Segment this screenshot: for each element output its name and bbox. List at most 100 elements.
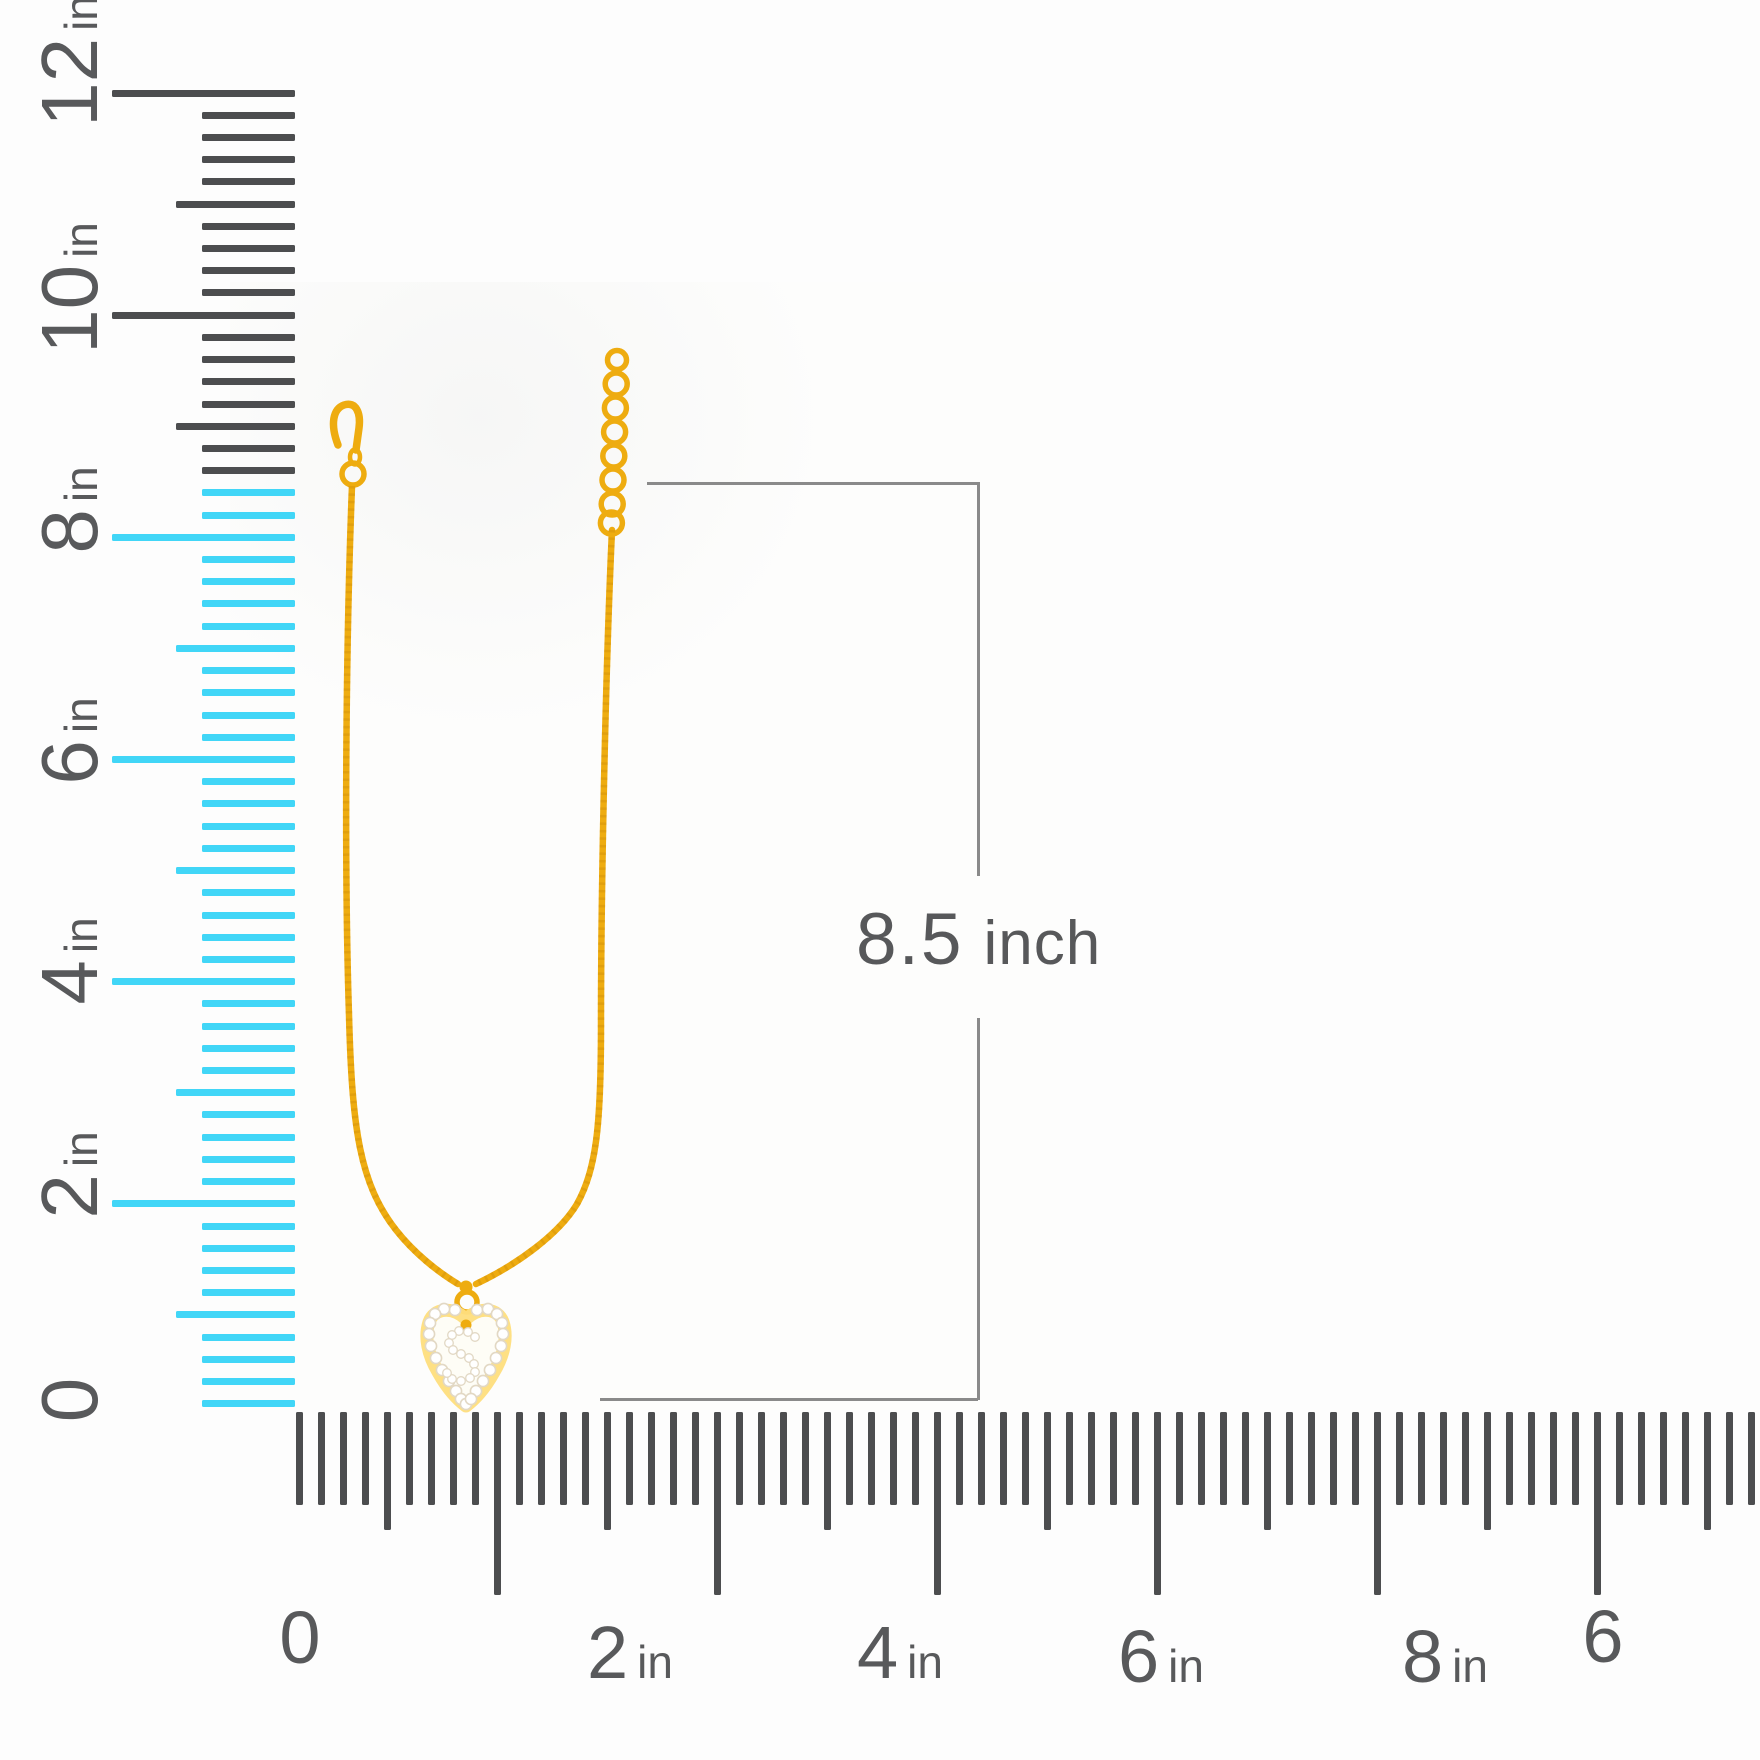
vertical-ruler-tick: [202, 1000, 295, 1008]
horizontal-ruler-tick: [1615, 1412, 1623, 1505]
vertical-ruler-tick: [202, 778, 295, 786]
horizontal-ruler-tick: [581, 1412, 589, 1505]
horizontal-ruler-label-2-1: 2 in: [587, 1611, 673, 1694]
vertical-ruler-tick: [176, 1089, 295, 1097]
vertical-ruler-tick: [202, 333, 295, 341]
horizontal-ruler-tick: [1065, 1412, 1073, 1505]
vertical-ruler-label-10: 10in: [25, 222, 114, 354]
vertical-ruler-tick: [202, 1178, 295, 1186]
horizontal-ruler-tick: [757, 1412, 765, 1505]
vertical-ruler-tick: [202, 1355, 295, 1363]
pendant-letter-stone: [456, 1349, 466, 1359]
vertical-ruler-tick: [202, 667, 295, 675]
vertical-ruler-tick: [202, 578, 295, 586]
vertical-ruler-tick: [202, 800, 295, 808]
horizontal-ruler-tick: [669, 1412, 677, 1505]
horizontal-ruler-tick: [955, 1412, 963, 1505]
vertical-ruler-tick: [202, 1022, 295, 1030]
bead-chain-links: [597, 347, 630, 537]
vertical-ruler-tick: [202, 1289, 295, 1297]
vertical-ruler-tick: [112, 89, 295, 97]
horizontal-ruler-tick: [1021, 1412, 1029, 1505]
vertical-ruler-tick: [202, 222, 295, 230]
vertical-ruler-tick: [202, 467, 295, 475]
horizontal-ruler-tick: [1571, 1412, 1579, 1505]
vertical-ruler-tick: [202, 844, 295, 852]
horizontal-ruler-tick: [427, 1412, 435, 1505]
vertical-ruler-tick: [202, 378, 295, 386]
vertical-ruler-tick: [202, 1067, 295, 1075]
pendant-letter-s: [442, 1326, 480, 1386]
clasp-hook-icon: [329, 400, 367, 488]
vertical-ruler-tick: [202, 444, 295, 452]
horizontal-ruler-tick: [889, 1412, 897, 1505]
vertical-ruler-tick: [202, 267, 295, 275]
horizontal-ruler-tick: [339, 1412, 347, 1505]
horizontal-ruler-tick: [1549, 1412, 1557, 1505]
horizontal-ruler-label-8-4: 8 in: [1402, 1615, 1488, 1698]
pendant-stone: [495, 1316, 509, 1330]
horizontal-ruler-tick: [383, 1412, 391, 1530]
vertical-ruler-tick: [202, 711, 295, 719]
horizontal-ruler-tick: [1263, 1412, 1271, 1530]
pendant-stone: [422, 1327, 436, 1341]
pendant: [420, 1280, 512, 1413]
pendant-letter-stone: [456, 1376, 466, 1386]
pendant-stone: [489, 1351, 503, 1365]
horizontal-ruler-tick: [1637, 1412, 1645, 1505]
vertical-ruler-tick: [202, 156, 295, 164]
horizontal-ruler-tick: [845, 1412, 853, 1505]
horizontal-ruler-tick: [317, 1412, 325, 1505]
horizontal-ruler-tick: [1131, 1412, 1139, 1505]
pendant-stone: [494, 1339, 508, 1353]
horizontal-ruler-tick: [559, 1412, 567, 1505]
vertical-ruler-label-2: 2in: [25, 1131, 114, 1219]
vertical-ruler-tick: [202, 822, 295, 830]
vertical-ruler-tick: [202, 1133, 295, 1141]
vertical-ruler-label-8: 8in: [25, 466, 114, 554]
pendant-letter-stone: [447, 1330, 457, 1340]
horizontal-ruler-tick: [1483, 1412, 1491, 1530]
product-photo-backdrop: [230, 282, 1060, 1410]
horizontal-ruler-tick: [1747, 1412, 1755, 1505]
length-unit: inch: [983, 909, 1102, 978]
horizontal-ruler-tick: [647, 1412, 655, 1505]
chain-link-ring: [602, 370, 630, 398]
vertical-ruler-tick: [202, 111, 295, 119]
vertical-ruler-tick: [202, 489, 295, 497]
chain-left-strand: [342, 482, 462, 1288]
vertical-ruler-label-12: 12in: [25, 0, 114, 127]
horizontal-ruler-tick: [1329, 1412, 1337, 1505]
chain-link-ring: [599, 466, 627, 494]
bracket-vertical-line-upper: [977, 482, 980, 876]
length-annotation: 8.5 inch: [856, 903, 1101, 976]
vertical-ruler-tick: [202, 622, 295, 630]
vertical-ruler-tick: [202, 689, 295, 697]
horizontal-ruler-tick: [1659, 1412, 1667, 1505]
vertical-ruler-tick: [176, 644, 295, 652]
vertical-ruler-tick: [202, 400, 295, 408]
chain-link-ring: [600, 418, 629, 446]
horizontal-ruler-tick: [977, 1412, 985, 1505]
horizontal-ruler-tick: [625, 1412, 633, 1505]
vertical-ruler-label-0: 0: [25, 1377, 114, 1423]
horizontal-ruler-tick: [537, 1412, 545, 1505]
vertical-ruler-tick: [202, 245, 295, 253]
horizontal-ruler-tick: [867, 1412, 875, 1505]
vertical-ruler-tick: [176, 200, 295, 208]
pendant-stone: [448, 1303, 462, 1317]
pendant-stone: [429, 1351, 443, 1365]
horizontal-ruler-label-4-2: 4 in: [857, 1611, 943, 1694]
pendant-letter-stone: [448, 1345, 458, 1355]
pendant-frame-stones: [422, 1302, 510, 1411]
vertical-ruler-tick: [202, 1044, 295, 1052]
bracket-vertical-line-lower: [977, 1018, 980, 1400]
vertical-ruler-label-6: 6in: [25, 697, 114, 785]
horizontal-ruler-tick: [1527, 1412, 1535, 1505]
horizontal-ruler-tick: [471, 1412, 479, 1505]
vertical-ruler-tick: [202, 1266, 295, 1274]
vertical-ruler-tick: [176, 422, 295, 430]
chain-link-ring: [604, 347, 630, 373]
